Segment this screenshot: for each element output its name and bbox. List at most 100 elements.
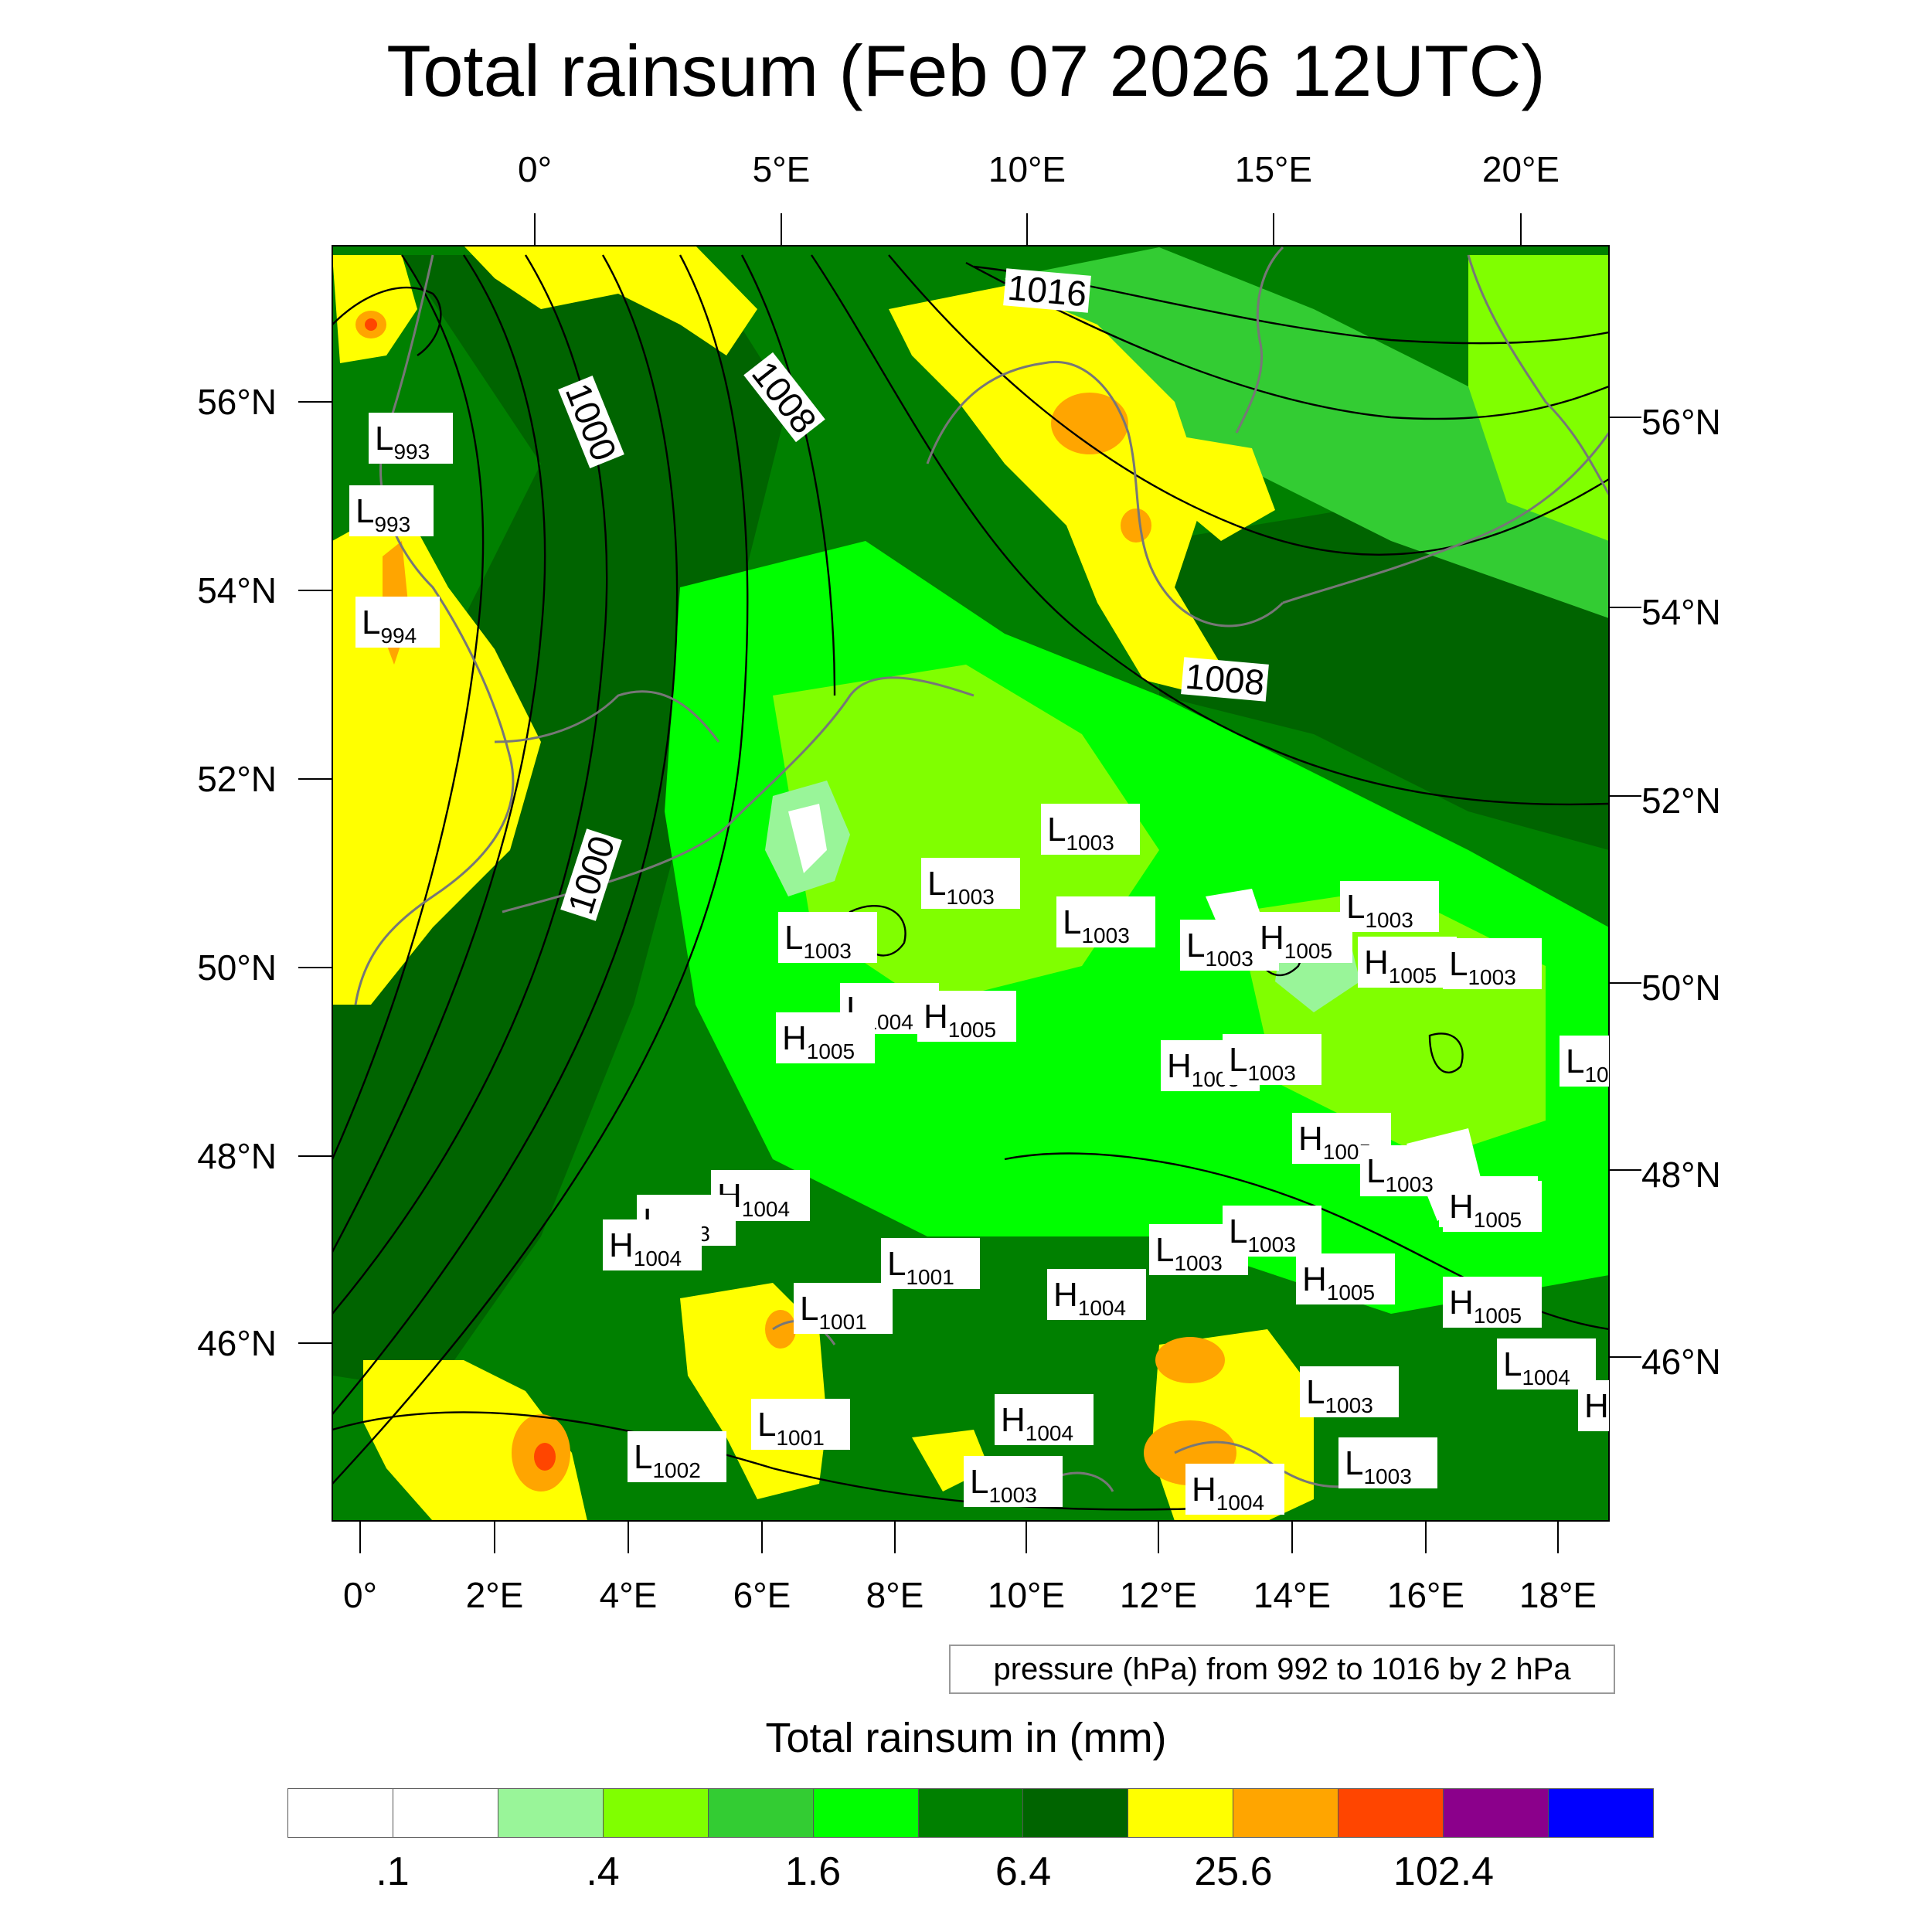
colorbar-swatch (1338, 1788, 1444, 1838)
top-lon-label: 5°E (753, 149, 811, 189)
high-pressure-label: H (1578, 1380, 1609, 1431)
bottom-lon-label: 8°E (866, 1575, 924, 1615)
svg-text:L10: L10 (1566, 1043, 1609, 1087)
svg-text:H1004: H1004 (1192, 1471, 1264, 1515)
bottom-lon-label: 6°E (733, 1575, 791, 1615)
low-pressure-label: L1003 (1056, 896, 1155, 947)
svg-text:H1005: H1005 (1302, 1260, 1375, 1304)
right-lat-label: 50°N (1641, 968, 1721, 1008)
low-pressure-label: L1003 (1443, 938, 1542, 989)
coastlines (354, 246, 1609, 1492)
high-pressure-label: H1005 (776, 1012, 875, 1063)
low-pressure-label: L1003 (1041, 804, 1140, 855)
svg-text:H1004: H1004 (1053, 1276, 1126, 1320)
low-pressure-label: L1003 (1338, 1437, 1437, 1488)
svg-text:L1003: L1003 (1306, 1373, 1373, 1417)
low-pressure-label: L993 (349, 485, 434, 536)
low-pressure-label: L1003 (1300, 1366, 1399, 1417)
low-pressure-label: L1003 (921, 858, 1020, 909)
high-pressure-label: H1004 (1047, 1269, 1146, 1320)
top-lon-label: 20°E (1482, 149, 1560, 189)
colorbar-swatch (708, 1788, 814, 1838)
left-lat-label: 46°N (197, 1323, 277, 1363)
right-lat-label: 56°N (1641, 402, 1721, 442)
svg-text:L1001: L1001 (887, 1245, 954, 1289)
top-lon-label: 15°E (1235, 149, 1312, 189)
colorbar-label: 1.6 (784, 1849, 842, 1894)
low-pressure-label: L1001 (751, 1399, 850, 1450)
colorbar-swatch (918, 1788, 1024, 1838)
top-lon-label: 10°E (988, 149, 1066, 189)
colorbar-label: .4 (586, 1849, 620, 1894)
svg-text:L1003: L1003 (1449, 945, 1516, 989)
svg-text:L1003: L1003 (784, 919, 852, 963)
bottom-lon-label: 14°E (1253, 1575, 1331, 1615)
svg-text:H1005: H1005 (1364, 944, 1437, 988)
low-pressure-label: L10 (1560, 1036, 1609, 1087)
svg-text:L993: L993 (355, 492, 410, 536)
high-pressure-label: H1004 (995, 1394, 1094, 1445)
isobar-label: 1008 (1184, 656, 1266, 703)
colorbar (287, 1788, 1654, 1838)
svg-text:L1003: L1003 (1346, 888, 1413, 932)
svg-text:H1004: H1004 (609, 1226, 682, 1270)
top-longitude-axis: 0° 5°E 10°E 15°E 20°E (518, 149, 1560, 246)
svg-text:L1003: L1003 (1155, 1231, 1223, 1275)
low-pressure-label: L1001 (881, 1238, 980, 1289)
high-pressure-label: H1005 (1358, 937, 1457, 988)
isobar-labels: 1016 1008 1000 1000 1008 (558, 267, 1269, 921)
high-pressure-label: H1005 (1296, 1253, 1395, 1304)
left-lat-label: 50°N (197, 947, 277, 988)
svg-text:L1001: L1001 (757, 1406, 825, 1450)
colorbar-label: .1 (376, 1849, 410, 1894)
map-title: Total rainsum (Feb 07 2026 12UTC) (386, 30, 1546, 111)
colorbar-swatch (813, 1788, 919, 1838)
right-latitude-axis: 56°N 54°N 52°N 50°N 48°N 46°N (1609, 402, 1721, 1382)
left-lat-label: 52°N (197, 759, 277, 799)
svg-text:L994: L994 (362, 604, 417, 648)
right-lat-label: 54°N (1641, 592, 1721, 632)
svg-text:L1003: L1003 (1229, 1041, 1296, 1085)
colorbar-swatch (1233, 1788, 1339, 1838)
low-pressure-label: L1004 (1497, 1338, 1596, 1389)
svg-text:H1005: H1005 (1260, 919, 1332, 963)
svg-text:L1003: L1003 (1186, 927, 1253, 971)
svg-text:H1005: H1005 (923, 998, 996, 1042)
svg-text:L1003: L1003 (1047, 811, 1114, 855)
contour-info-label: pressure (hPa) from 992 to 1016 by 2 hPa (949, 1645, 1615, 1694)
svg-text:L993: L993 (375, 420, 430, 464)
high-pressure-label: H1004 (603, 1219, 702, 1270)
colorbar-label: 6.4 (995, 1849, 1052, 1894)
colorbar-swatch (1444, 1788, 1549, 1838)
low-pressure-label: L1003 (1223, 1206, 1321, 1257)
bottom-lon-label: 0° (343, 1575, 377, 1615)
colorbar-swatch (1023, 1788, 1129, 1838)
right-lat-label: 48°N (1641, 1155, 1721, 1195)
svg-text:L1004: L1004 (1503, 1345, 1570, 1389)
bottom-lon-label: 16°E (1387, 1575, 1464, 1615)
left-lat-label: 56°N (197, 382, 277, 422)
svg-text:L1003: L1003 (970, 1463, 1037, 1507)
bottom-longitude-axis: 0° 2°E 4°E 6°E 8°E 10°E 12°E 14°E 16°E 1… (343, 1521, 1597, 1615)
svg-text:L1001: L1001 (800, 1290, 867, 1334)
colorbar-swatch (1128, 1788, 1234, 1838)
svg-text:H1005: H1005 (1449, 1188, 1522, 1232)
colorbar-label: 25.6 (1194, 1849, 1273, 1894)
bottom-lon-label: 10°E (988, 1575, 1065, 1615)
svg-text:H1005: H1005 (1449, 1284, 1522, 1328)
high-pressure-label: H1004 (1185, 1464, 1284, 1515)
svg-text:H: H (1584, 1387, 1609, 1425)
right-lat-label: 52°N (1641, 781, 1721, 821)
right-lat-label: 46°N (1641, 1342, 1721, 1382)
left-latitude-axis: 56°N 54°N 52°N 50°N 48°N 46°N (197, 382, 332, 1363)
high-pressure-label: H1005 (1443, 1277, 1542, 1328)
colorbar-swatch (498, 1788, 604, 1838)
svg-text:L1002: L1002 (634, 1438, 701, 1482)
low-pressure-label: L1003 (1340, 881, 1439, 932)
svg-text:L1003: L1003 (1229, 1213, 1296, 1257)
svg-text:L1003: L1003 (927, 865, 995, 909)
svg-text:H1004: H1004 (1001, 1401, 1073, 1445)
svg-text:H1005: H1005 (782, 1019, 855, 1063)
